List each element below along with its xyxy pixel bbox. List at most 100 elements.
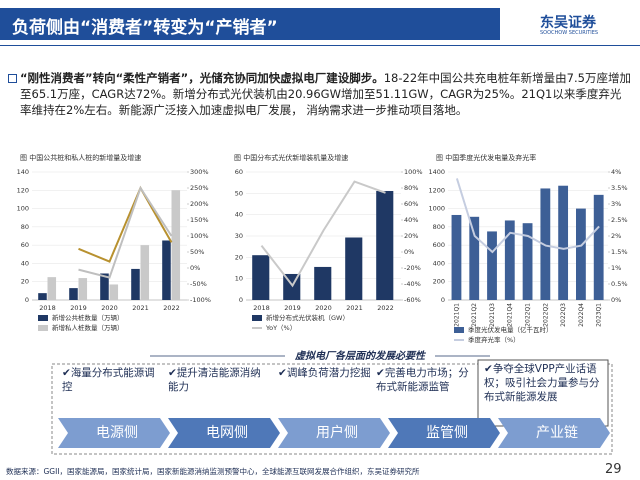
item-text: 完善电力市场；分布式新能源监管 — [376, 367, 469, 393]
x-tick-label: 2022 — [377, 304, 394, 312]
line — [260, 180, 386, 288]
summary-lead: “刚性消费者”转向“柔性产销者”，光储充协同加快虚拟电厂建设脚步。 — [20, 71, 384, 85]
y-tick-label: 100 — [17, 205, 29, 213]
x-tick-label: 2021Q2 — [471, 303, 478, 327]
frame — [51, 363, 613, 455]
y2-tick-label: 60% — [404, 200, 418, 208]
item-text: 提升清洁能源消纳能力 — [168, 367, 261, 393]
side-label: 电源侧 — [96, 425, 138, 441]
x-tick-label: 2019 — [284, 304, 301, 312]
bar — [47, 277, 57, 300]
y-tick-label: 40 — [235, 211, 243, 219]
bar — [171, 190, 181, 300]
bar — [131, 268, 140, 300]
side-label: 产业链 — [536, 425, 578, 441]
y-tick-label: 50 — [235, 189, 243, 197]
necessity-title: 虚拟电厂各层面的发展必要性 — [294, 350, 427, 362]
y2-tick-label: 200% — [190, 200, 209, 208]
x-tick-label: 2021Q4 — [507, 303, 514, 327]
y2-tick-label: -100% — [190, 296, 211, 304]
legend-label: 新增私人桩数量（万辆） — [52, 323, 124, 332]
item: ✔提升清洁能源消纳能力 — [168, 367, 261, 393]
y-tick-label: 1000 — [428, 205, 445, 213]
bar — [162, 240, 171, 300]
x-tick-label: 2019 — [70, 304, 87, 312]
y2-tick-label: 0% — [190, 264, 200, 272]
line — [78, 185, 173, 279]
y-tick-label: 200 — [433, 278, 445, 286]
bar — [69, 288, 78, 300]
y2-tick-label: 40% — [404, 216, 418, 224]
item: ✔争夺全球VPP产业话语权；吸引社会力量参与分布式新能源发展 — [484, 363, 600, 403]
x-tick-label: 2022Q2 — [542, 303, 549, 327]
logo-sub: SOOCHOW SECURITIES — [540, 30, 599, 36]
side-arrow — [58, 418, 170, 448]
bar — [38, 293, 47, 300]
y-tick-label: 0 — [441, 296, 445, 304]
item: ✔调峰负荷潜力挖掘 — [278, 367, 371, 379]
item-box — [477, 359, 609, 427]
logo: 东吴证券 — [540, 15, 596, 31]
y2-tick-label: 50% — [190, 248, 204, 256]
legend-label: 新增分布式光伏装机（GW） — [266, 313, 349, 322]
header: 负荷侧由“消费者”转变为“产销者” 东吴证券 SOOCHOW SECURITIE… — [0, 0, 640, 46]
y2-tick-label: -50% — [190, 280, 207, 288]
bar — [593, 194, 604, 300]
item-text: 海量分布式能源调控 — [62, 367, 155, 393]
chart-title: 图 中国分布式光伏新增装机量及增速 — [234, 153, 348, 162]
bar — [522, 223, 533, 300]
x-tick-label: 2018 — [253, 304, 270, 312]
bar — [100, 273, 109, 300]
x-tick-label: 2021Q1 — [453, 303, 460, 327]
y-tick-label: 20 — [21, 278, 29, 286]
x-tick-label: 2022Q4 — [578, 303, 585, 327]
y2-tick-label: 250% — [190, 184, 209, 192]
y-tick-label: 140 — [17, 168, 29, 176]
x-tick-label: 2021 — [132, 304, 149, 312]
y-tick-label: 0 — [25, 296, 29, 304]
chart-title: 图 中国公共桩和私人桩的新增量及增速 — [20, 153, 141, 162]
y-tick-label: 0 — [239, 296, 243, 304]
y-tick-label: 60 — [235, 168, 243, 176]
legend-label: 季度弃光率（%） — [468, 335, 520, 344]
side-label: 监管侧 — [426, 425, 468, 441]
legend-label: 新增公共桩数量（万辆） — [52, 313, 124, 322]
y-tick-label: 400 — [433, 259, 445, 267]
x-tick-label: 2018 — [39, 304, 56, 312]
x-tick-label: 2020 — [101, 304, 118, 312]
side-label: 电网侧 — [206, 425, 248, 441]
y2-tick-label: 2.5% — [611, 216, 628, 224]
y-tick-label: 800 — [433, 223, 445, 231]
bar — [376, 190, 394, 300]
bar — [487, 231, 497, 300]
item-text: 调峰负荷潜力挖掘 — [286, 367, 371, 379]
y-tick-label: 20 — [235, 253, 243, 261]
bar — [109, 284, 119, 300]
y2-tick-label: 100% — [190, 232, 209, 240]
y-tick-label: 80 — [21, 223, 29, 231]
y2-tick-label: 0.5% — [611, 280, 628, 288]
x-tick-label: 2022 — [163, 304, 180, 312]
y2-tick-label: 1.5% — [611, 248, 628, 256]
y2-tick-label: 150% — [190, 216, 209, 224]
legend-swatch — [454, 327, 464, 333]
line — [78, 185, 173, 263]
legend-label: YoY（%） — [265, 324, 296, 332]
side-arrow — [498, 418, 610, 448]
y2-tick-label: 20% — [404, 232, 418, 240]
y-tick-label: 120 — [17, 186, 29, 194]
legend-label: 季度光伏发电量（亿千瓦时） — [468, 325, 553, 334]
legend-swatch — [38, 325, 48, 331]
x-tick-label: 2022Q1 — [525, 303, 532, 327]
x-tick-label: 2023Q1 — [596, 303, 603, 327]
side-arrow — [388, 418, 500, 448]
bar — [451, 214, 462, 300]
y2-tick-label: 300% — [190, 168, 209, 176]
y-tick-label: 1400 — [428, 168, 445, 176]
y2-tick-label: -40% — [404, 280, 421, 288]
y-tick-label: 10 — [235, 275, 243, 283]
y2-tick-label: 100% — [404, 168, 423, 176]
slide-title: 负荷侧由“消费者”转变为“产销者” — [12, 18, 278, 38]
bar — [140, 245, 150, 300]
